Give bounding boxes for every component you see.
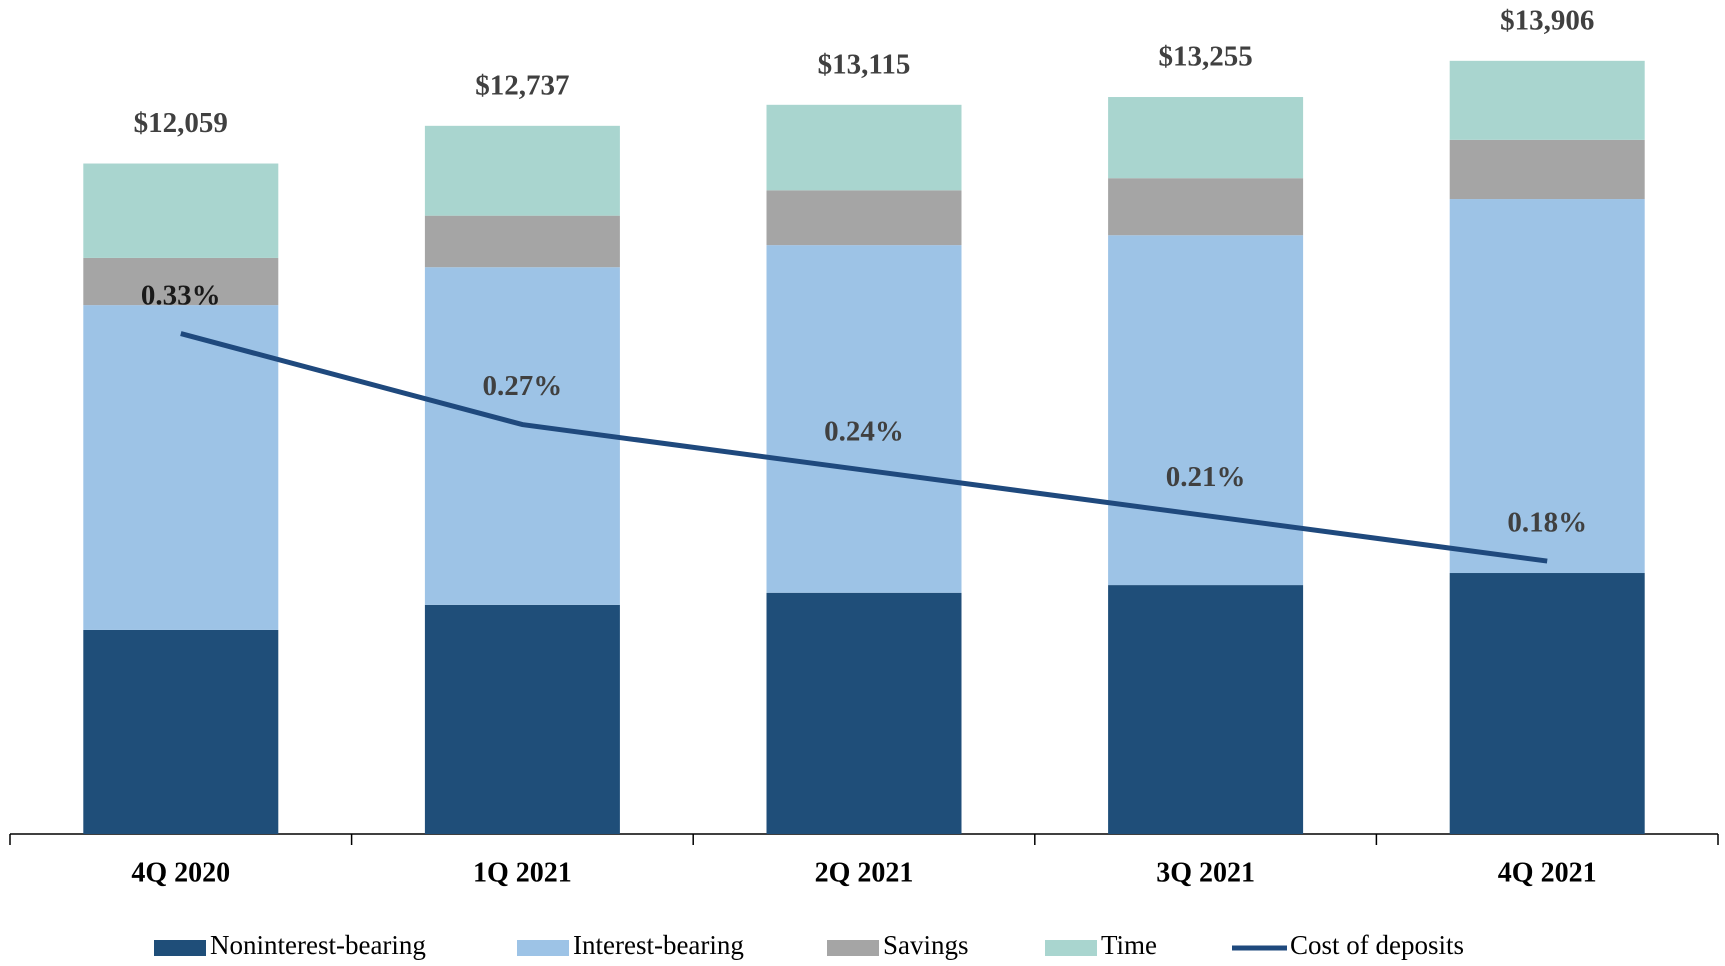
total-label: $13,906 <box>1500 4 1594 36</box>
line-label: 0.18% <box>1507 507 1587 539</box>
line-label: 0.33% <box>141 279 221 311</box>
total-label: $13,115 <box>818 48 911 80</box>
total-label: $13,255 <box>1158 41 1252 73</box>
line <box>180 331 1548 564</box>
bar-segment <box>766 592 962 834</box>
bar-segment <box>1449 199 1645 574</box>
legend-swatch <box>517 940 569 956</box>
line-label: 0.24% <box>824 416 904 448</box>
legend-label: Interest-bearing <box>573 930 744 960</box>
legend-label: Time <box>1101 930 1157 960</box>
bar-segment <box>424 267 620 605</box>
bar-segment <box>1108 97 1304 179</box>
legend-label: Noninterest-bearing <box>210 930 426 960</box>
total-label: $12,059 <box>134 107 228 139</box>
x-tick-label: 1Q 2021 <box>473 857 572 888</box>
bar-segment <box>766 190 962 246</box>
legend-swatch <box>1045 940 1097 956</box>
bar-segment <box>83 629 279 834</box>
line-label: 0.27% <box>483 370 563 402</box>
line-label: 0.21% <box>1166 461 1246 493</box>
bar-segment <box>83 305 279 630</box>
bar-segment <box>83 163 279 258</box>
legend-swatch <box>154 940 206 956</box>
legend-label: Cost of deposits <box>1290 930 1464 960</box>
bar-segment <box>1108 585 1304 834</box>
bar-segment <box>766 245 962 593</box>
x-tick-label: 4Q 2020 <box>131 857 230 888</box>
bar-segment <box>1108 178 1304 236</box>
bar-segment <box>1449 139 1645 200</box>
legend-label: Savings <box>883 930 969 960</box>
bar-segment <box>1108 235 1304 586</box>
bar-segment <box>424 215 620 268</box>
bar-segment <box>1449 60 1645 140</box>
bar-segment <box>424 125 620 216</box>
legend-swatch <box>827 940 879 956</box>
total-label: $12,737 <box>475 69 569 101</box>
bar-segment <box>424 604 620 834</box>
x-tick-label: 3Q 2021 <box>1156 857 1255 888</box>
bar-segment <box>83 257 279 306</box>
x-tick-label: 4Q 2021 <box>1498 857 1597 888</box>
x-tick-label: 2Q 2021 <box>815 857 914 888</box>
bar-segment <box>1449 573 1645 834</box>
bar-segment <box>766 104 962 191</box>
